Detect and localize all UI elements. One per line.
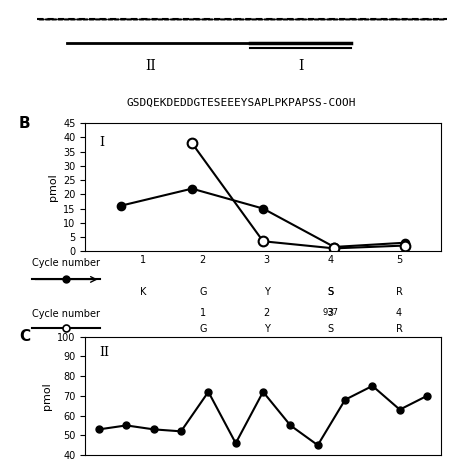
Text: 3: 3 [264, 255, 270, 265]
Text: Y: Y [264, 287, 270, 298]
Text: G: G [199, 324, 207, 334]
Text: K: K [140, 287, 146, 298]
Text: 937: 937 [323, 308, 339, 317]
Text: R: R [396, 287, 402, 298]
Text: S: S [328, 287, 334, 298]
Text: Cycle number: Cycle number [32, 258, 100, 268]
Y-axis label: pmol: pmol [42, 382, 52, 410]
Text: G: G [199, 287, 207, 298]
Text: 937: 937 [323, 341, 339, 350]
Text: Cycle number: Cycle number [32, 309, 100, 319]
Text: I: I [100, 136, 105, 149]
Text: 4: 4 [328, 255, 334, 265]
Text: GSDQEKDEDDGTESEEEYSAPLPKPAPSS-COOH: GSDQEKDEDDGTESEEEYSAPLPKPAPSS-COOH [127, 98, 356, 108]
Text: 1: 1 [140, 255, 146, 265]
Text: II: II [145, 59, 155, 73]
Text: C: C [19, 329, 30, 344]
Text: B: B [19, 116, 31, 131]
Text: 2: 2 [200, 255, 206, 265]
Text: 2: 2 [264, 308, 270, 318]
Text: 4: 4 [396, 308, 402, 318]
Text: 3: 3 [328, 308, 334, 318]
Text: I: I [298, 59, 303, 73]
Text: S: S [328, 324, 334, 334]
Text: II: II [100, 346, 109, 359]
Text: Y: Y [264, 324, 270, 334]
Text: 1: 1 [200, 308, 206, 318]
Text: S: S [328, 287, 334, 298]
Text: R: R [396, 324, 402, 334]
Y-axis label: pmol: pmol [47, 173, 57, 201]
Text: 5: 5 [396, 255, 402, 265]
